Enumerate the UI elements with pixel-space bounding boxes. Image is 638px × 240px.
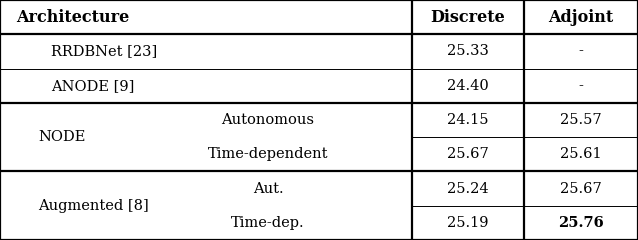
Text: NODE: NODE (38, 130, 85, 144)
Text: Time-dep.: Time-dep. (231, 216, 305, 230)
Text: 25.61: 25.61 (560, 147, 602, 161)
Text: -: - (579, 79, 584, 93)
Text: Augmented [8]: Augmented [8] (38, 199, 149, 213)
Text: 25.33: 25.33 (447, 44, 489, 58)
Text: 25.19: 25.19 (447, 216, 489, 230)
Text: Aut.: Aut. (253, 182, 283, 196)
Text: 25.67: 25.67 (560, 182, 602, 196)
Text: 25.57: 25.57 (560, 113, 602, 127)
Text: 25.67: 25.67 (447, 147, 489, 161)
Text: 25.24: 25.24 (447, 182, 489, 196)
Text: -: - (579, 44, 584, 58)
Text: 25.76: 25.76 (558, 216, 604, 230)
Text: Time-dependent: Time-dependent (208, 147, 328, 161)
Text: 24.15: 24.15 (447, 113, 489, 127)
Text: RRDBNet [23]: RRDBNet [23] (51, 44, 158, 58)
Text: Architecture: Architecture (16, 9, 130, 26)
Text: ANODE [9]: ANODE [9] (51, 79, 135, 93)
Text: 24.40: 24.40 (447, 79, 489, 93)
Text: Discrete: Discrete (431, 9, 505, 26)
Text: Adjoint: Adjoint (549, 9, 614, 26)
Text: Autonomous: Autonomous (221, 113, 315, 127)
